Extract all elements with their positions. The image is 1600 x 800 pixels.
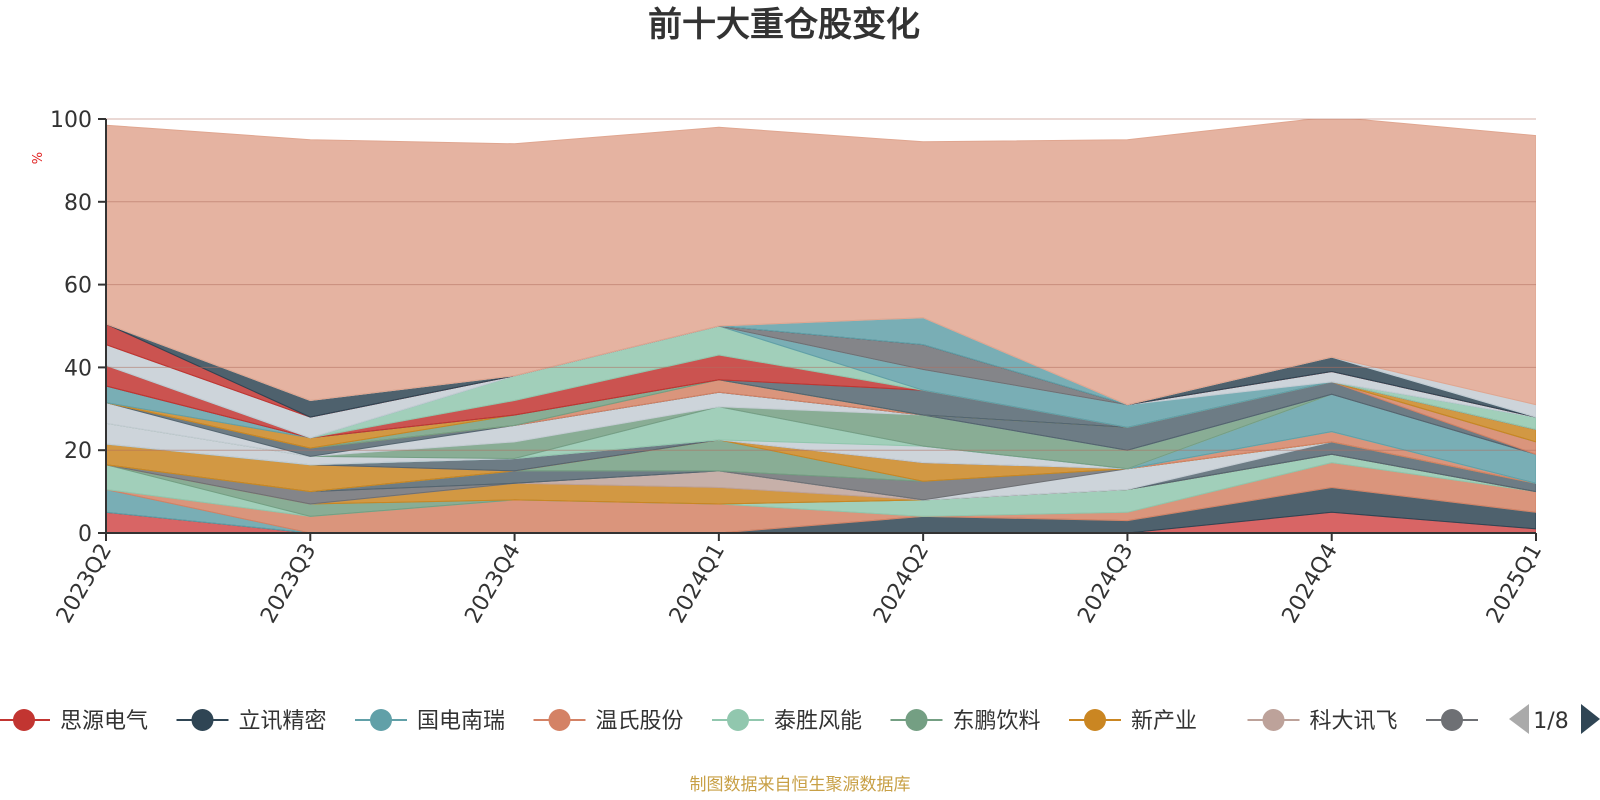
legend-label: 新产业 (1131, 709, 1197, 734)
x-tick-label: 2025Q1 (1482, 540, 1547, 628)
legend-label: 思源电气 (60, 709, 148, 734)
x-tick-label: 2024Q4 (1278, 540, 1343, 628)
legend-marker (905, 709, 928, 731)
legend-label: 泰胜风能 (774, 709, 862, 734)
legend-next-icon[interactable] (1581, 704, 1600, 734)
legend-label: 国电南瑞 (417, 709, 505, 734)
x-tick-label: 2023Q2 (52, 540, 117, 628)
legend-marker (1441, 709, 1463, 731)
y-tick-label: 100 (50, 108, 92, 133)
legend-marker (1262, 709, 1285, 731)
legend: 思源电气 立讯精密 国电南瑞 温氏股份 泰胜风能 东鹏饮料 新产业 科大讯飞 浙江 (0, 709, 1532, 734)
x-tick-label: 2024Q1 (665, 540, 730, 628)
y-tick-label: 20 (64, 439, 92, 464)
y-tick-label: 60 (64, 274, 92, 299)
x-tick-label: 2024Q2 (869, 540, 934, 628)
area-series-1 (106, 486, 1536, 533)
legend-item[interactable]: 东鹏饮料 (890, 709, 1041, 734)
legend-label: 科大讯飞 (1310, 709, 1398, 734)
legend-marker (370, 709, 392, 731)
legend-marker (727, 709, 749, 731)
legend-item[interactable]: 泰胜风能 (712, 709, 862, 734)
x-tick-label: 2024Q3 (1073, 540, 1138, 628)
legend-item[interactable]: 立讯精密 (176, 709, 327, 734)
legend-pager: 1/8 (1509, 704, 1600, 734)
x-tick-label: 2023Q3 (256, 540, 321, 628)
legend-marker (548, 709, 571, 731)
legend-item[interactable]: 国电南瑞 (355, 709, 505, 734)
legend-marker (13, 709, 35, 731)
y-tick-label: 40 (64, 356, 92, 381)
legend-item[interactable]: 温氏股份 (533, 709, 684, 734)
legend-label: 立讯精密 (239, 709, 327, 734)
legend-item[interactable]: 思源电气 (0, 709, 148, 734)
legend-item[interactable]: 新产业 (1069, 709, 1197, 734)
legend-label: 东鹏饮料 (953, 709, 1041, 734)
y-axis-label: % (31, 152, 46, 164)
y-tick-label: 80 (64, 191, 92, 216)
legend-label: 温氏股份 (596, 709, 684, 734)
legend-page-indicator: 1/8 (1533, 709, 1568, 734)
legend-marker (191, 709, 214, 731)
area-series-38 (106, 119, 1536, 406)
legend-item[interactable]: 浙江 (1426, 709, 1532, 734)
source-note: 制图数据来自恒生聚源数据库 (690, 775, 911, 795)
legend-item[interactable]: 科大讯飞 (1247, 709, 1398, 734)
stacked-areas (106, 119, 1536, 533)
legend-marker (1084, 709, 1106, 731)
y-tick-label: 0 (78, 522, 92, 547)
grid-lines (106, 118, 1536, 451)
x-tick-label: 2023Q4 (460, 540, 525, 628)
legend-prev-icon[interactable] (1509, 704, 1529, 734)
chart-title: 前十大重仓股变化 (648, 5, 920, 45)
